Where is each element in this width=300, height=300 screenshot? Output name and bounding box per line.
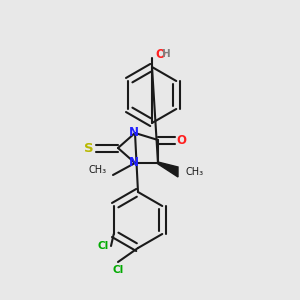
Text: H: H (162, 49, 171, 59)
Text: S: S (84, 142, 94, 154)
Text: N: N (129, 157, 139, 169)
Text: N: N (129, 127, 139, 140)
Text: Cl: Cl (112, 265, 124, 275)
Text: O: O (155, 47, 165, 61)
Text: Cl: Cl (98, 241, 109, 251)
Text: CH₃: CH₃ (89, 165, 107, 175)
Text: CH₃: CH₃ (185, 167, 203, 177)
Text: O: O (176, 134, 186, 146)
Polygon shape (158, 162, 178, 177)
